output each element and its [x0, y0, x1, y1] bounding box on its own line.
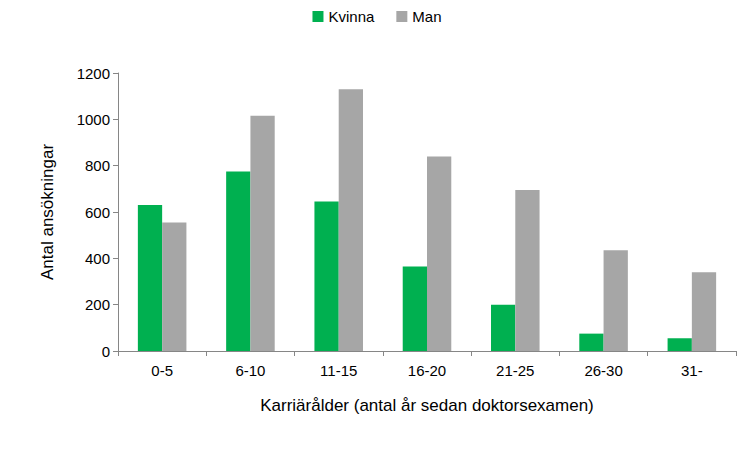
svg-text:31-: 31-	[681, 362, 703, 379]
svg-text:600: 600	[85, 204, 110, 221]
svg-text:26-30: 26-30	[584, 362, 622, 379]
svg-text:200: 200	[85, 296, 110, 313]
svg-text:0-5: 0-5	[151, 362, 173, 379]
svg-text:0: 0	[102, 343, 110, 360]
svg-text:21-25: 21-25	[496, 362, 534, 379]
svg-text:Man: Man	[412, 8, 441, 25]
svg-text:Kvinna: Kvinna	[328, 8, 375, 25]
svg-text:11-15: 11-15	[320, 362, 357, 379]
svg-text:800: 800	[85, 157, 110, 174]
svg-text:6-10: 6-10	[235, 362, 265, 379]
svg-text:Karriärålder (antal år sedan d: Karriärålder (antal år sedan doktorsexam…	[260, 396, 594, 415]
svg-text:Antal ansökningar: Antal ansökningar	[38, 144, 57, 280]
svg-text:1200: 1200	[77, 65, 110, 82]
svg-text:1000: 1000	[77, 111, 110, 128]
svg-text:16-20: 16-20	[408, 362, 446, 379]
svg-text:400: 400	[85, 250, 110, 267]
